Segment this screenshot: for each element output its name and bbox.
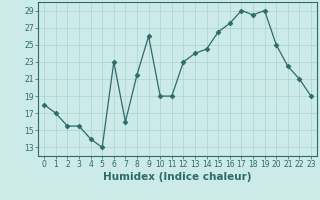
X-axis label: Humidex (Indice chaleur): Humidex (Indice chaleur): [103, 172, 252, 182]
